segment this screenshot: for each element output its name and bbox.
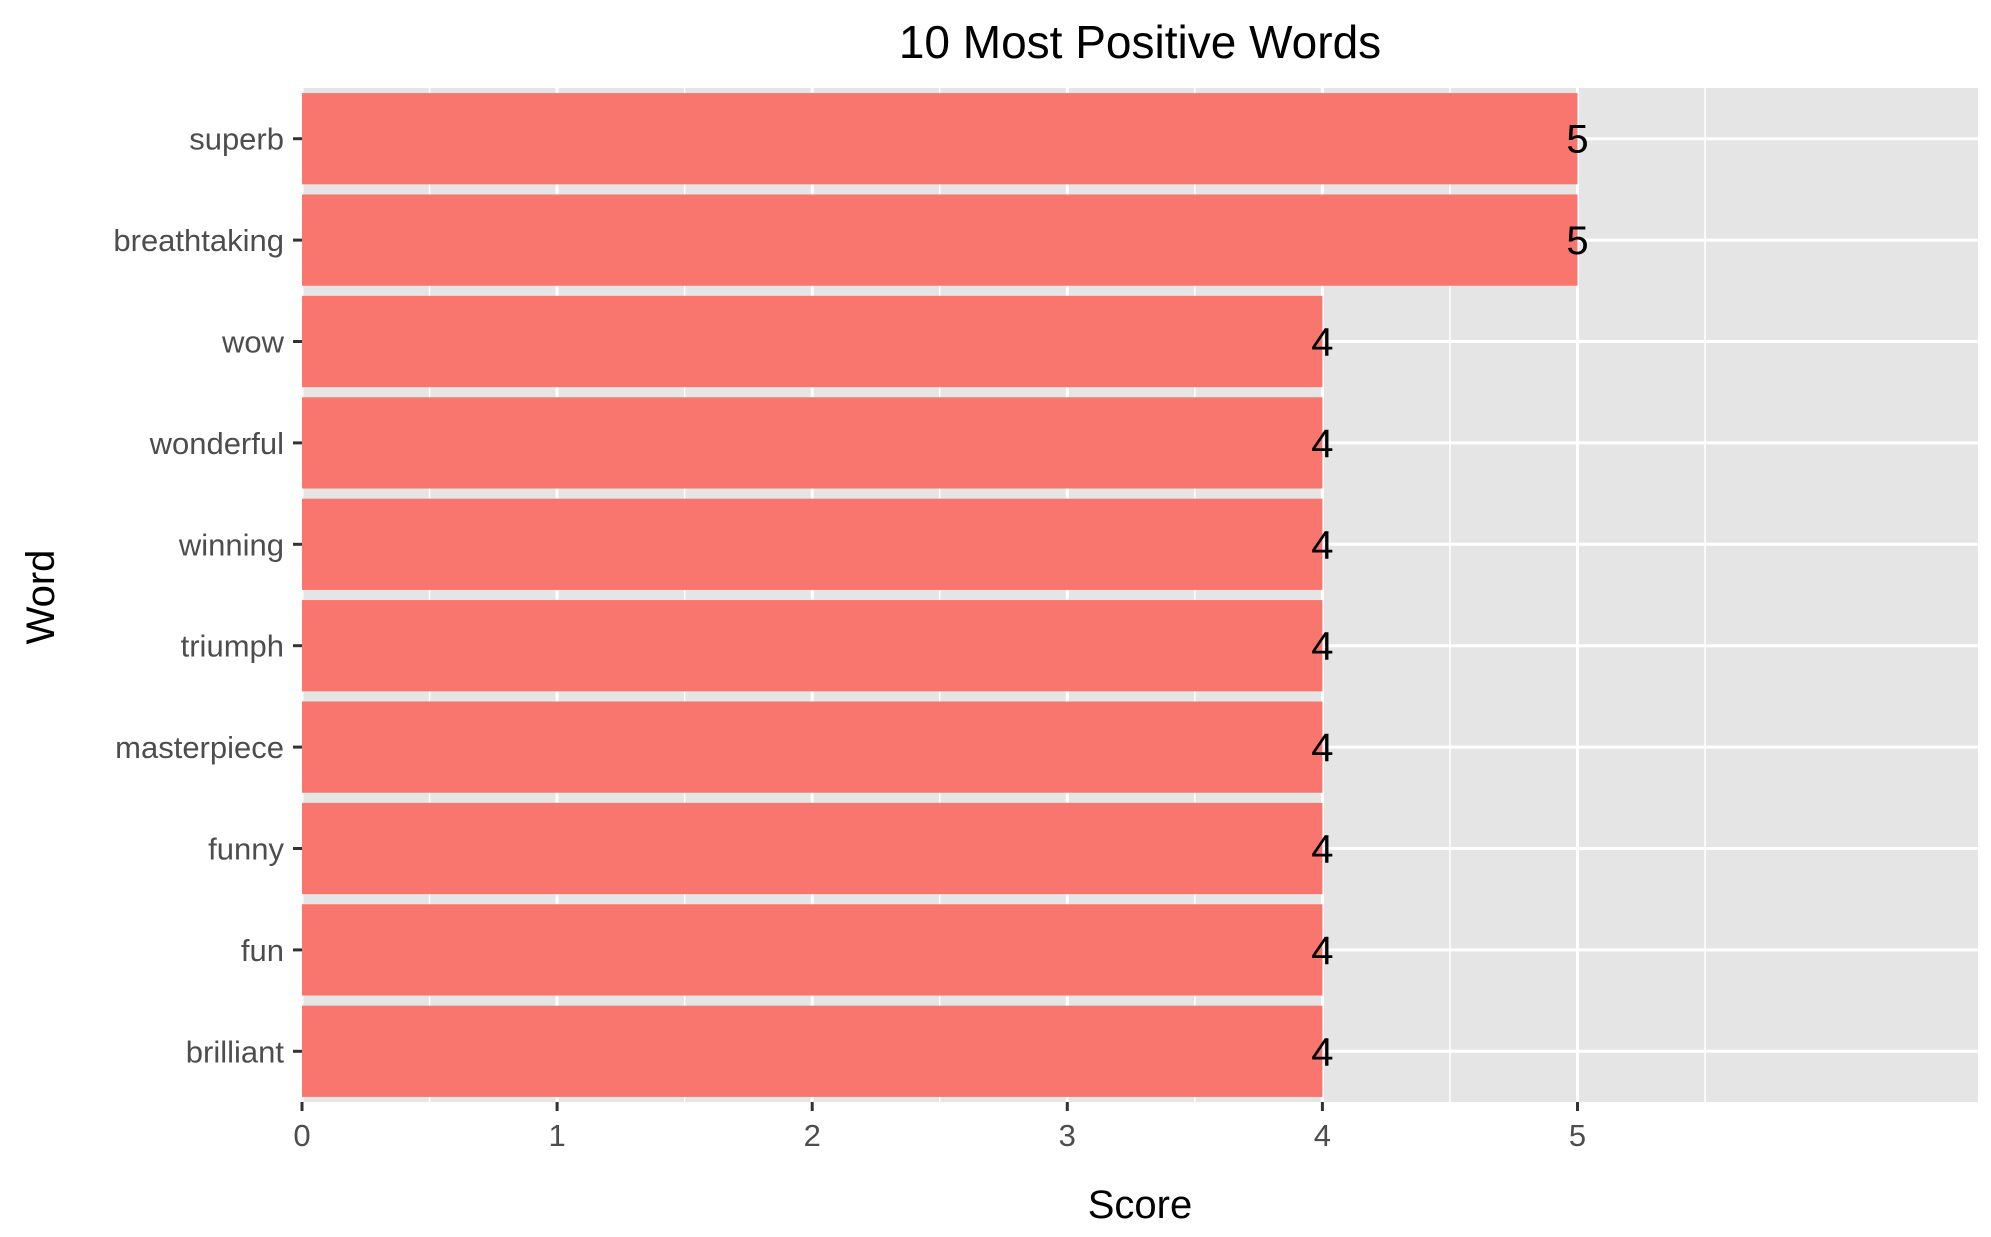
bar-fun — [302, 904, 1323, 996]
y-tick-label-winning: winning — [178, 527, 284, 562]
data-labels: 5 5 4 4 4 4 4 4 4 4 — [1311, 118, 1588, 1075]
x-tick-label-0: 0 — [293, 1118, 310, 1153]
y-axis: superb breathtaking wow wonderful winning tri… — [113, 122, 302, 1069]
y-tick-label-breathtaking: breathtaking — [113, 223, 284, 258]
bar-triumph — [302, 600, 1323, 692]
bar-wonderful — [302, 397, 1323, 489]
x-axis-title: Score — [1088, 1183, 1193, 1227]
bar-masterpiece — [302, 701, 1323, 793]
y-tick-label-brilliant: brilliant — [186, 1034, 285, 1069]
data-label-breathtaking: 5 — [1566, 219, 1588, 263]
data-label-triumph: 4 — [1311, 625, 1333, 669]
data-label-wow: 4 — [1311, 321, 1333, 365]
y-tick-label-triumph: triumph — [181, 629, 284, 664]
x-tick-label-5: 5 — [1569, 1118, 1586, 1153]
y-tick-label-wonderful: wonderful — [149, 426, 284, 461]
bar-superb — [302, 93, 1578, 185]
bar-winning — [302, 498, 1323, 590]
data-label-brilliant: 4 — [1311, 1030, 1333, 1074]
data-label-masterpiece: 4 — [1311, 726, 1333, 770]
x-tick-label-3: 3 — [1059, 1118, 1076, 1153]
bars — [302, 93, 1578, 1097]
y-tick-label-masterpiece: masterpiece — [115, 730, 284, 765]
chart-title: 10 Most Positive Words — [899, 16, 1381, 68]
y-axis-title: Word — [19, 550, 63, 645]
data-label-funny: 4 — [1311, 828, 1333, 872]
y-tick-label-funny: funny — [208, 832, 284, 867]
y-tick-label-superb: superb — [189, 122, 284, 157]
x-tick-label-4: 4 — [1314, 1118, 1331, 1153]
bar-brilliant — [302, 1005, 1323, 1097]
data-label-winning: 4 — [1311, 523, 1333, 567]
bar-breathtaking — [302, 194, 1578, 286]
y-tick-label-wow: wow — [221, 325, 285, 360]
bar-funny — [302, 802, 1323, 895]
y-tick-label-fun: fun — [241, 933, 284, 968]
data-label-superb: 5 — [1566, 118, 1588, 162]
x-tick-label-2: 2 — [804, 1118, 821, 1153]
bar-wow — [302, 295, 1323, 388]
x-axis: 0 1 2 3 4 5 — [293, 1102, 1586, 1153]
x-tick-label-1: 1 — [548, 1118, 565, 1153]
data-label-fun: 4 — [1311, 929, 1333, 973]
data-label-wonderful: 4 — [1311, 422, 1333, 466]
